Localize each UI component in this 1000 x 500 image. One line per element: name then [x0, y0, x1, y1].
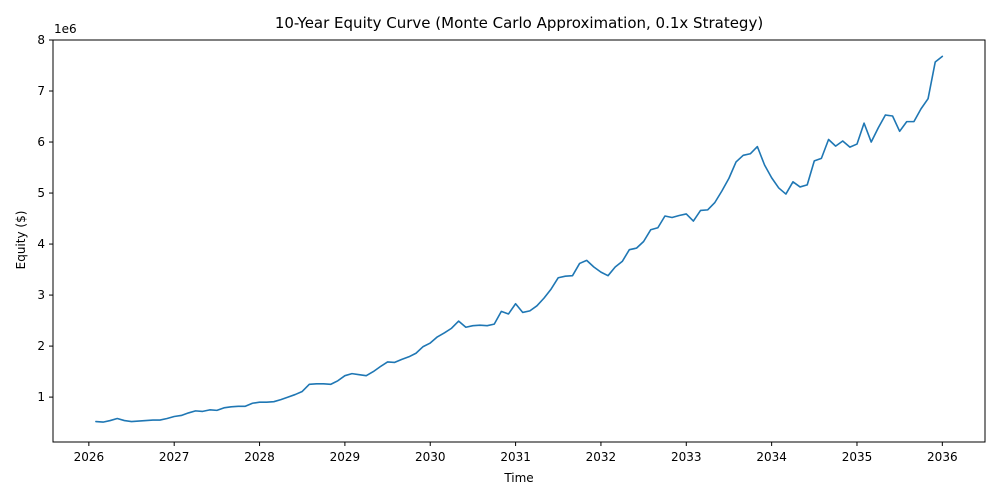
y-tick-label: 8: [37, 33, 45, 47]
x-tick-label: 2036: [927, 450, 958, 464]
x-tick-label: 2027: [159, 450, 190, 464]
x-axis-label: Time: [503, 471, 533, 485]
y-tick-label: 4: [37, 237, 45, 251]
y-tick-label: 3: [37, 288, 45, 302]
y-tick-label: 5: [37, 186, 45, 200]
y-axis-ticks: 1 2 3 4 5 6 7 8: [37, 33, 53, 404]
y-tick-label: 6: [37, 135, 45, 149]
x-tick-label: 2030: [415, 450, 446, 464]
y-tick-label: 7: [37, 84, 45, 98]
x-tick-label: 2028: [244, 450, 275, 464]
x-tick-label: 2029: [330, 450, 361, 464]
chart-title: 10-Year Equity Curve (Monte Carlo Approx…: [275, 14, 763, 32]
y-axis-label: Equity ($): [14, 211, 28, 270]
plot-frame: [52, 39, 986, 443]
x-axis-ticks: 2026 2027 2028 2029 2030 2031 2032 2033 2034 2035…: [74, 442, 958, 464]
x-tick-label: 2032: [586, 450, 617, 464]
equity-series-line: [95, 55, 944, 423]
x-tick-label: 2034: [756, 450, 787, 464]
x-tick-label: 2026: [74, 450, 105, 464]
x-tick-label: 2031: [500, 450, 531, 464]
x-tick-label: 2035: [842, 450, 873, 464]
x-tick-label: 2033: [671, 450, 702, 464]
y-tick-label: 2: [37, 339, 45, 353]
y-offset-label: 1e6: [54, 22, 77, 36]
y-tick-label: 1: [37, 390, 45, 404]
